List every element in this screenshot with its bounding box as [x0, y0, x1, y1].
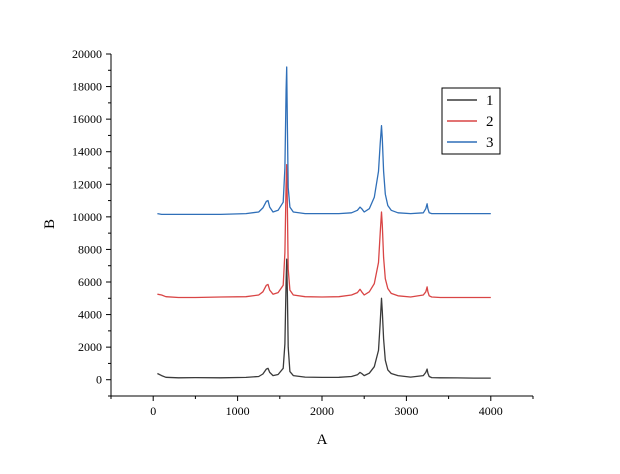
y-tick-label: 8000	[78, 242, 102, 256]
x-axis-title: A	[317, 432, 328, 448]
legend-label-1: 1	[486, 93, 494, 109]
y-axis-title: B	[42, 219, 58, 229]
x-tick-label: 4000	[479, 404, 503, 418]
x-tick-label: 0	[150, 404, 156, 418]
y-tick-label: 4000	[78, 308, 102, 322]
y-tick-label: 6000	[78, 275, 102, 289]
y-tick-label: 16000	[72, 112, 102, 126]
legend-label-2: 2	[486, 114, 494, 130]
x-tick-label: 2000	[310, 404, 334, 418]
x-tick-label: 3000	[394, 404, 418, 418]
series-line-1	[157, 258, 491, 379]
x-tick-label: 1000	[226, 404, 250, 418]
y-tick-label: 20000	[72, 47, 102, 61]
y-tick-label: 0	[96, 373, 102, 387]
series-line-2	[157, 164, 491, 299]
legend-label-3: 3	[486, 135, 494, 151]
y-tick-label: 10000	[72, 210, 102, 224]
axes: 0200040006000800010000120001400016000180…	[72, 47, 534, 418]
y-tick-label: 18000	[72, 80, 102, 94]
y-tick-label: 14000	[72, 145, 102, 159]
y-tick-label: 2000	[78, 340, 102, 354]
y-tick-label: 12000	[72, 177, 102, 191]
legend: 1 2 3	[441, 87, 501, 155]
series-layer	[157, 66, 491, 379]
series-line-3	[157, 66, 491, 216]
